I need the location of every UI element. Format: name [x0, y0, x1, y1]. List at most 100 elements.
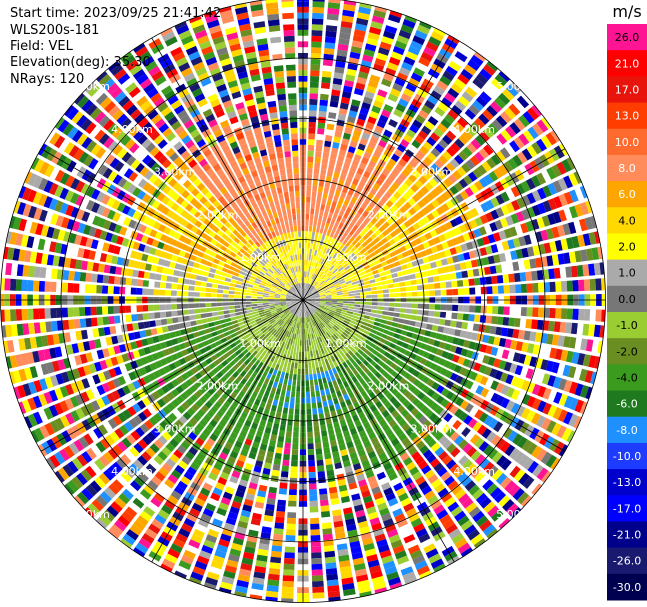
radar-gate [445, 200, 455, 209]
radar-gate [554, 348, 563, 361]
radar-gate [577, 234, 586, 247]
radar-gate [490, 101, 502, 113]
radar-gate [461, 91, 474, 103]
radar-gate [485, 199, 495, 210]
radar-gate [308, 298, 315, 300]
radar-gate [323, 365, 328, 372]
radar-gate [340, 204, 347, 212]
radar-gate [360, 248, 367, 255]
radar-gate [334, 313, 341, 318]
radar-gate [518, 114, 530, 128]
radar-gate [311, 260, 315, 267]
radar-gate [485, 390, 495, 401]
radar-gate [537, 385, 547, 398]
radar-gate [595, 309, 602, 322]
radar-gate [417, 243, 425, 251]
radar-gate [354, 23, 368, 32]
radar-gate [477, 164, 487, 176]
radar-gate [330, 237, 336, 245]
radar-gate [344, 247, 351, 254]
radar-gate [506, 262, 514, 272]
radar-gate [305, 374, 309, 381]
radar-gate [561, 280, 568, 292]
radar-gate [505, 387, 515, 398]
radar-gate [340, 21, 353, 29]
radar-gate [159, 304, 166, 311]
radar-gate [410, 72, 423, 83]
radar-gate [335, 310, 342, 314]
radar-gate [312, 289, 318, 294]
radar-gate [306, 248, 310, 255]
radar-gate [526, 396, 536, 408]
radar-gate [311, 575, 324, 582]
radar-gate [358, 237, 366, 245]
radar-gate [537, 400, 547, 413]
radar-gate [371, 349, 379, 356]
radar-gate [364, 91, 375, 100]
radar-gate [465, 241, 474, 250]
radar-gate [257, 294, 264, 297]
radar-gate [314, 262, 319, 269]
radar-gate [571, 265, 578, 278]
radar-gate [344, 317, 351, 322]
radar-gate [462, 232, 471, 242]
radar-gate [385, 124, 396, 133]
radar-gate [452, 304, 459, 312]
radar-gate [310, 64, 321, 71]
radar-gate [399, 67, 411, 77]
radar-gate [400, 182, 410, 191]
radar-gate [325, 301, 332, 304]
radar-gate [436, 243, 444, 252]
radar-gate [447, 87, 460, 99]
radar-gate [380, 195, 389, 204]
radar-gate [313, 261, 317, 268]
radar-gate [414, 321, 422, 328]
radar-gate [305, 219, 309, 226]
radar-gate [531, 218, 540, 230]
radar-gate [274, 376, 280, 383]
radar-gate [308, 133, 316, 140]
radar-gate [166, 275, 173, 282]
radar-gate [393, 235, 401, 243]
radar-gate [404, 280, 412, 286]
radar-gate [340, 260, 347, 267]
radar-gate [373, 150, 382, 159]
radar-gate [571, 235, 580, 249]
radar-gate [422, 310, 429, 316]
radar-gate [588, 324, 596, 337]
radar-gate [326, 271, 332, 277]
radar-gate [344, 79, 354, 88]
radar-gate [343, 320, 350, 325]
radar-gate [328, 312, 334, 317]
radar-gate [325, 175, 332, 183]
radar-gate [391, 182, 400, 191]
radar-gate [409, 254, 417, 261]
radar-gate [547, 375, 556, 387]
radar-gate [388, 172, 397, 181]
radar-gate [443, 360, 452, 369]
radar-gate [329, 257, 335, 264]
radar-gate [371, 290, 378, 295]
radar-gate [421, 316, 429, 323]
radar-gate [394, 227, 403, 235]
radar-gate [73, 307, 80, 317]
radar-gate [311, 402, 317, 409]
radar-gate [414, 355, 422, 363]
radar-gate [398, 335, 406, 342]
radar-gate [314, 232, 319, 239]
radar-gate [438, 251, 446, 259]
radar-gate [279, 482, 288, 489]
radar-gate [341, 309, 348, 313]
radar-gate [376, 241, 384, 248]
radar-gate [317, 287, 323, 291]
radar-gate [494, 370, 503, 381]
radar-gate [426, 136, 437, 147]
radar-gate [234, 305, 241, 309]
radar-gate [318, 290, 325, 294]
radar-gate [320, 204, 326, 211]
radar-gate [406, 129, 416, 139]
radar-gate [573, 171, 582, 184]
radar-gate [160, 274, 168, 282]
radar-gate [353, 258, 360, 264]
radar-gate [334, 220, 340, 228]
